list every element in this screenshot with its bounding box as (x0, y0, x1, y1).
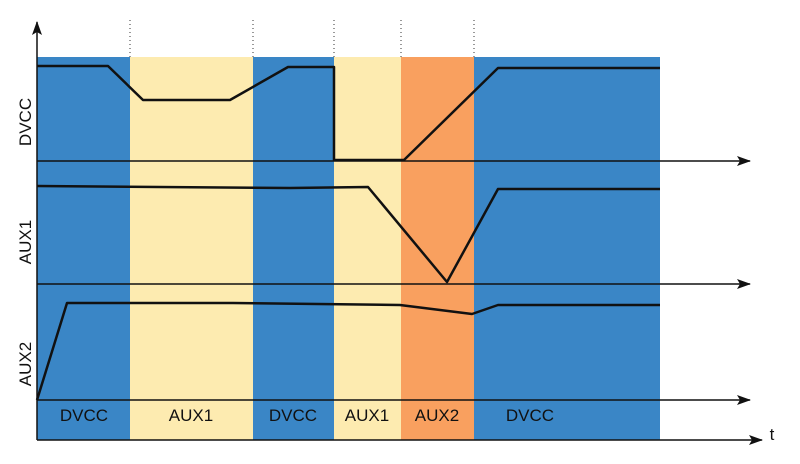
dvcc-wave (37, 64, 660, 162)
phase-label: AUX2 (415, 406, 459, 425)
dividers (129, 20, 475, 57)
band (130, 57, 253, 440)
band (253, 57, 334, 440)
waveforms (35, 64, 660, 401)
signal-label: DVCC (16, 98, 35, 146)
signal-label: AUX1 (16, 220, 35, 264)
phase-label: DVCC (269, 406, 317, 425)
aux2-wave (35, 301, 660, 401)
band (401, 57, 474, 440)
band (474, 57, 660, 440)
phase-label: AUX1 (169, 406, 213, 425)
phase-bands (37, 57, 660, 440)
axes (32, 21, 763, 445)
band (37, 57, 130, 440)
time-label: t (770, 425, 775, 444)
signal-label: AUX2 (16, 342, 35, 386)
phase-label: DVCC (506, 406, 554, 425)
phase-label: AUX1 (345, 406, 389, 425)
band (334, 57, 401, 440)
aux1-wave (36, 184, 660, 284)
phase-label: DVCC (60, 406, 108, 425)
